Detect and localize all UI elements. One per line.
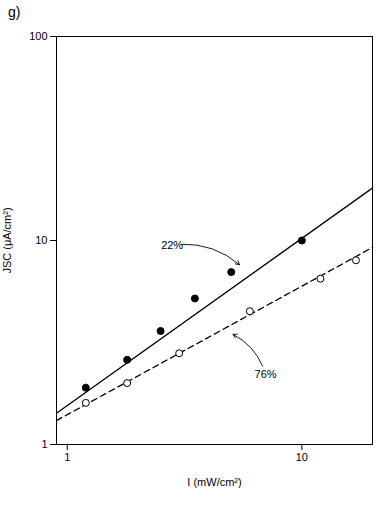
svg-text:I (mW/cm²): I (mW/cm²) xyxy=(187,476,241,488)
svg-text:22%: 22% xyxy=(161,239,183,251)
html-text:g): g) xyxy=(8,4,21,20)
svg-text:100: 100 xyxy=(29,30,47,42)
svg-text:1: 1 xyxy=(64,451,70,463)
svg-text:1: 1 xyxy=(41,438,47,450)
svg-text:10: 10 xyxy=(296,451,308,463)
svg-text:10: 10 xyxy=(35,234,47,246)
svg-text:76%: 76% xyxy=(255,368,277,380)
svg-text:JSC (μA/cm²): JSC (μA/cm²) xyxy=(1,207,13,273)
